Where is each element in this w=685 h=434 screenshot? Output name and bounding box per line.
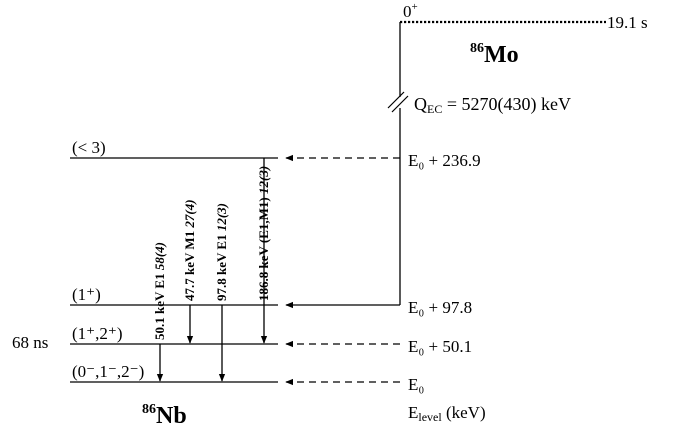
parent-half-life: 19.1 s xyxy=(607,13,648,32)
level-energy-label: E₀ + 236.9 xyxy=(408,151,481,170)
gamma-label: 50.1 keV E1 58(4) xyxy=(152,242,167,340)
qec-label: QEC = 5270(430) keV xyxy=(414,94,571,116)
level-energy-label: E₀ + 50.1 xyxy=(408,337,472,356)
level-spin-label: (0⁻,1⁻,2⁻) xyxy=(72,362,144,381)
axis-break-mark-1 xyxy=(387,91,405,109)
level-spin-label: (1⁺,2⁺) xyxy=(72,324,123,343)
parent-nucleus-label: 86Mo xyxy=(470,41,519,68)
level-energy-label: E₀ + 97.8 xyxy=(408,298,472,317)
gamma-label: 97.8 keV E1 12(3) xyxy=(214,203,229,301)
energy-axis-label: Elevel (keV) xyxy=(408,403,486,424)
level-spin-label: (< 3) xyxy=(72,138,106,157)
gamma-label: 47.7 keV M1 27(4) xyxy=(182,199,197,301)
axis-break-mark-2 xyxy=(391,95,409,113)
level-spin-label: (1⁺) xyxy=(72,285,101,304)
gamma-label: 186.8 keV (E1,M1) 12(3) xyxy=(256,166,271,301)
parent-spin-label: 0+ xyxy=(403,1,418,21)
daughter-nucleus-label: 86Nb xyxy=(142,402,187,429)
isomer-half-life: 68 ns xyxy=(12,333,48,352)
level-energy-label: E₀ xyxy=(408,375,424,394)
